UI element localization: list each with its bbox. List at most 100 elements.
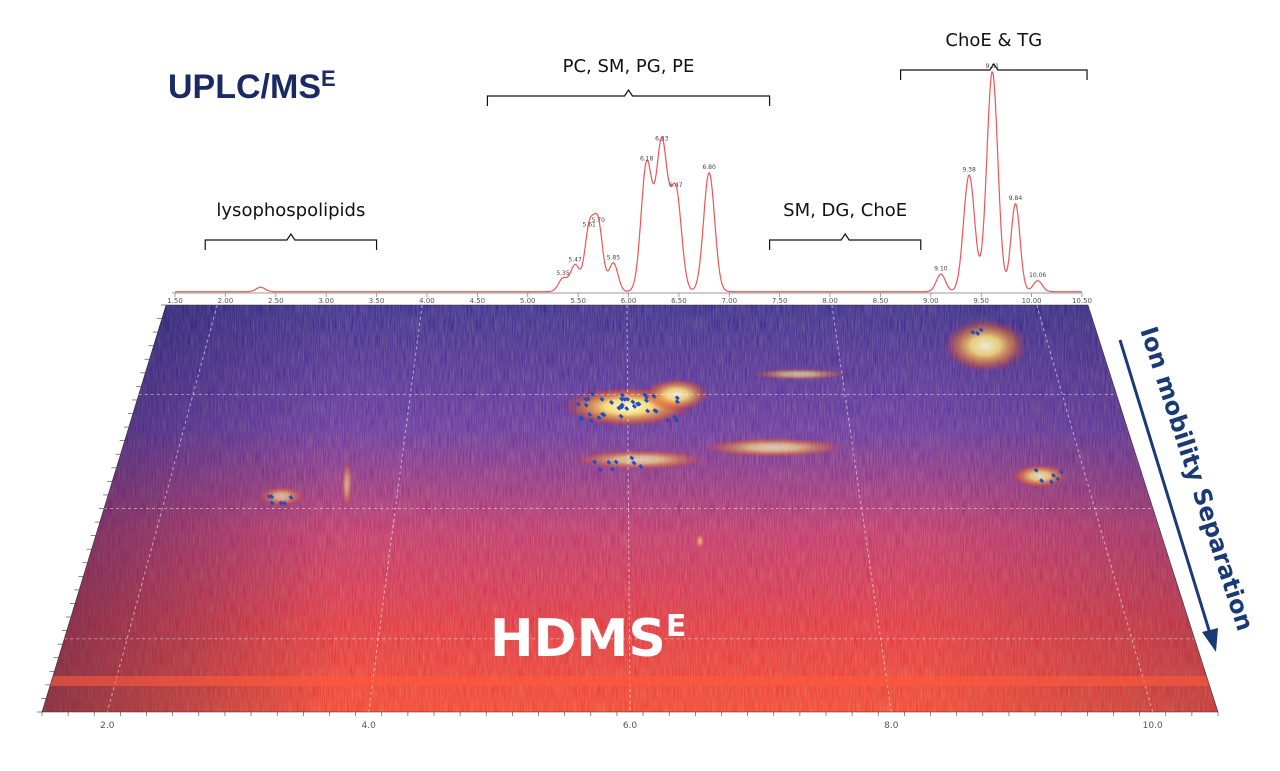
heatmap-hotspot bbox=[695, 532, 705, 550]
top-tick-label: 2.50 bbox=[268, 297, 284, 305]
peak-label: 10.06 bbox=[1029, 272, 1046, 279]
feature-dot bbox=[1051, 472, 1057, 478]
heatmap-hotspot bbox=[1011, 463, 1069, 489]
feature-dot bbox=[624, 406, 630, 411]
feature-dot bbox=[1058, 469, 1064, 475]
feature-dot bbox=[288, 495, 294, 500]
heatmap-hotspot bbox=[943, 319, 1028, 373]
heatmap-hotspot bbox=[643, 378, 710, 411]
annotation-label: PC, SM, PG, PE bbox=[563, 56, 695, 77]
feature-dot bbox=[609, 466, 615, 472]
feature-dot bbox=[631, 460, 637, 466]
heatmap-hotspot bbox=[571, 449, 708, 470]
feature-dot bbox=[278, 500, 284, 506]
chromatogram-trace bbox=[175, 71, 1082, 293]
feature-dot bbox=[1055, 476, 1061, 482]
annotation-label: lysophospolipids bbox=[216, 200, 365, 221]
feature-dot bbox=[643, 398, 649, 403]
peak-label: 5.47 bbox=[568, 257, 582, 264]
top-tick-label: 4.50 bbox=[470, 297, 486, 305]
peak-label: 5.61 bbox=[583, 221, 597, 228]
map-gridline-vertical bbox=[1036, 305, 1154, 712]
top-tick-label: 6.50 bbox=[671, 297, 687, 305]
feature-dot bbox=[609, 400, 614, 405]
heatmap-hotspot bbox=[750, 368, 848, 381]
bottom-tick-label: 2.0 bbox=[100, 721, 115, 731]
peak-label: 6.47 bbox=[669, 182, 683, 189]
bottom-tick-label: 10.0 bbox=[1143, 721, 1163, 731]
feature-dot bbox=[613, 459, 619, 465]
feature-dot bbox=[588, 418, 594, 424]
peak-label: 9.38 bbox=[962, 166, 976, 173]
map-title: HDMSE bbox=[490, 609, 686, 669]
feature-dot bbox=[619, 392, 625, 398]
feature-dot bbox=[1033, 467, 1039, 473]
feature-dot bbox=[629, 455, 635, 461]
feature-dot bbox=[970, 329, 976, 335]
feature-dot bbox=[583, 396, 589, 402]
peak-label: 5.70 bbox=[592, 217, 606, 224]
top-tick-label: 2.00 bbox=[218, 297, 234, 305]
annotation-bracket bbox=[768, 232, 922, 250]
feature-dot bbox=[975, 330, 981, 336]
map-gridline-vertical bbox=[368, 305, 423, 712]
top-tick-label: 1.50 bbox=[167, 297, 183, 305]
feature-dot bbox=[651, 393, 657, 399]
feature-dot bbox=[616, 405, 622, 411]
feature-dot bbox=[645, 408, 651, 414]
heatmap-hotspot bbox=[258, 486, 305, 507]
annotation-label: SM, DG, ChoE bbox=[783, 200, 907, 221]
feature-dot bbox=[587, 412, 593, 417]
top-tick-label: 3.50 bbox=[369, 297, 385, 305]
map-gridline-vertical bbox=[831, 305, 892, 712]
feature-dot bbox=[636, 401, 642, 407]
feature-dot bbox=[575, 401, 581, 407]
feature-dot bbox=[592, 459, 598, 465]
bottom-tick-label: 4.0 bbox=[362, 721, 377, 731]
feature-dot bbox=[664, 417, 670, 423]
feature-dot bbox=[269, 500, 275, 506]
top-tick-label: 8.50 bbox=[873, 297, 889, 305]
peak-label: 9.10 bbox=[934, 265, 948, 272]
feature-dot bbox=[674, 399, 680, 405]
peak-label: 5.35 bbox=[556, 270, 570, 277]
top-tick-label: 7.00 bbox=[721, 297, 737, 305]
peak-label: 9.84 bbox=[1009, 195, 1023, 202]
map-shade bbox=[42, 305, 1218, 712]
bottom-tick-label: 6.0 bbox=[623, 721, 638, 731]
top-tick-label: 7.50 bbox=[772, 297, 788, 305]
bottom-tick-label: 8.0 bbox=[884, 721, 899, 731]
feature-dot bbox=[599, 396, 605, 402]
top-tick-label: 9.50 bbox=[973, 297, 989, 305]
feature-dot bbox=[630, 399, 636, 405]
top-tick-label: 3.00 bbox=[318, 297, 334, 305]
peak-label: 6.80 bbox=[702, 164, 716, 171]
top-tick-label: 10.00 bbox=[1022, 297, 1042, 305]
feature-dot bbox=[606, 459, 612, 465]
peak-label: 5.85 bbox=[607, 254, 621, 261]
map-gridline-vertical bbox=[106, 305, 218, 712]
feature-dot bbox=[1039, 478, 1045, 484]
annotation-label: ChoE & TG bbox=[945, 30, 1042, 51]
top-tick-label: 10.50 bbox=[1072, 297, 1092, 305]
feature-dot bbox=[269, 494, 275, 500]
top-title: UPLC/MSE bbox=[168, 66, 336, 106]
feature-dot bbox=[583, 402, 589, 408]
peak-label: 9.61 bbox=[986, 63, 1000, 70]
top-tick-label: 9.00 bbox=[923, 297, 939, 305]
feature-dot bbox=[619, 396, 625, 402]
feature-dot bbox=[578, 416, 584, 422]
feature-dot bbox=[282, 500, 287, 506]
peak-label: 6.33 bbox=[655, 136, 669, 143]
map-gridline-vertical bbox=[626, 305, 631, 712]
feature-dot bbox=[618, 413, 624, 419]
chromatogram-panel: 5.35 5.47 5.615.70 5.85 6.18 6.33 6.47 6.80 9.10… bbox=[167, 63, 1092, 305]
arrow-head-icon bbox=[1202, 628, 1218, 652]
top-tick-label: 5.50 bbox=[570, 297, 586, 305]
annotation-bracket bbox=[204, 232, 378, 250]
annotation-bracket bbox=[486, 88, 771, 106]
peak-label: 6.18 bbox=[640, 155, 654, 162]
feature-dot bbox=[590, 391, 595, 397]
map-bottom-streak bbox=[42, 676, 1218, 686]
